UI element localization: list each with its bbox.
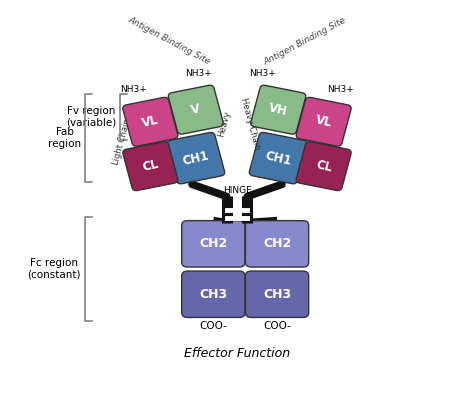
FancyBboxPatch shape [251,85,306,134]
FancyBboxPatch shape [296,97,351,146]
Text: VL: VL [314,114,333,130]
Text: Fv region
(variable): Fv region (variable) [66,106,116,128]
Text: CL: CL [141,158,160,174]
Text: Light Chain: Light Chain [112,118,133,166]
Text: V: V [190,102,201,117]
Text: CL: CL [314,158,333,174]
FancyBboxPatch shape [123,142,178,191]
FancyBboxPatch shape [167,133,225,184]
FancyBboxPatch shape [246,220,309,267]
Text: Heavy Chain: Heavy Chain [239,97,261,151]
Text: CH3: CH3 [199,288,228,301]
Text: Effector Function: Effector Function [184,347,290,360]
Text: Heavy: Heavy [216,110,232,138]
Text: CH1: CH1 [264,149,293,167]
Text: COO-: COO- [200,321,227,332]
FancyBboxPatch shape [123,97,178,146]
Text: CH3: CH3 [263,288,291,301]
Text: Antigen Binding Site: Antigen Binding Site [127,16,212,67]
Text: NH3+: NH3+ [120,85,147,94]
Text: CH2: CH2 [199,237,228,250]
Text: CH1: CH1 [181,149,210,167]
Text: Fc region
(constant): Fc region (constant) [27,258,81,280]
Text: HINGE: HINGE [223,186,251,195]
Text: NH3+: NH3+ [185,69,211,78]
Text: NH3+: NH3+ [249,69,276,78]
Text: CH2: CH2 [263,237,291,250]
Text: Fab
region: Fab region [48,127,81,149]
FancyBboxPatch shape [182,220,245,267]
FancyBboxPatch shape [246,271,309,317]
FancyBboxPatch shape [296,142,351,191]
Text: VL: VL [141,114,160,130]
FancyBboxPatch shape [168,85,223,134]
FancyBboxPatch shape [249,133,307,184]
FancyBboxPatch shape [182,271,245,317]
Text: COO-: COO- [263,321,291,332]
Text: Antigen Binding Site: Antigen Binding Site [262,16,347,67]
Text: VH: VH [267,101,289,118]
Text: NH3+: NH3+ [327,85,354,94]
